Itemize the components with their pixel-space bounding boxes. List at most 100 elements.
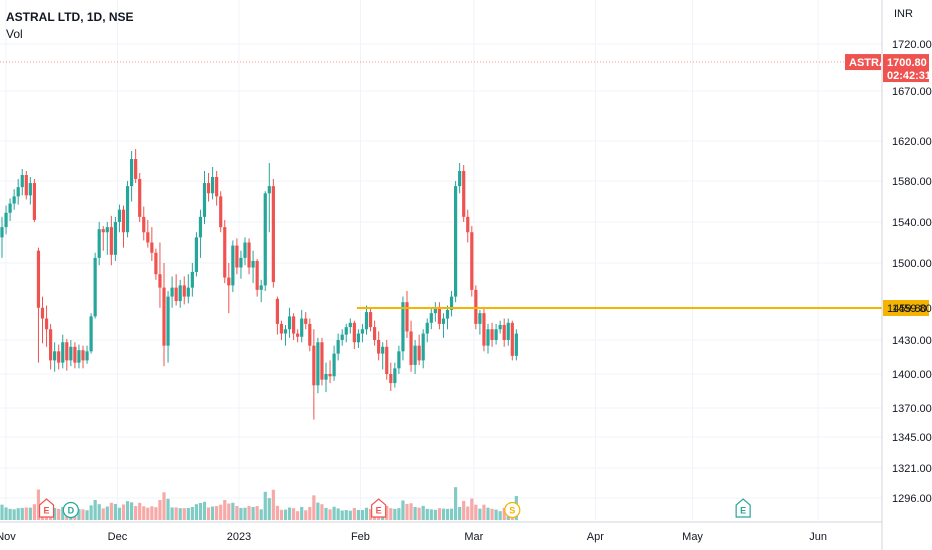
volume-bar <box>142 506 146 520</box>
volume-legend-label[interactable]: Vol <box>6 27 23 41</box>
candle-body <box>478 313 482 324</box>
volume-bar <box>421 505 425 520</box>
candle-body <box>206 183 211 194</box>
volume-bar <box>227 503 231 520</box>
candle-body <box>138 179 142 217</box>
symbol-title[interactable]: ASTRAL LTD, 1D, NSE <box>6 10 134 24</box>
candle-body <box>89 316 93 352</box>
earnings-event-marker[interactable]: E <box>371 498 387 518</box>
candle-body <box>506 322 510 340</box>
volume-bar <box>336 508 340 520</box>
candle-body <box>24 175 28 196</box>
y-tick-label: 1321.00 <box>892 463 932 475</box>
candle-body <box>223 227 227 278</box>
volume-series <box>0 487 518 520</box>
candle-body <box>154 252 158 275</box>
x-tick-label: 2023 <box>227 531 251 543</box>
volume-bar <box>130 502 134 520</box>
candle-body <box>275 298 279 324</box>
candle-body <box>263 193 267 286</box>
volume-bar <box>344 510 348 520</box>
volume-bar <box>263 491 267 520</box>
volume-bar <box>28 507 32 520</box>
volume-bar <box>4 507 8 520</box>
dividend-badge-shape <box>62 501 79 519</box>
volume-bar <box>433 509 437 520</box>
volume-bar <box>340 510 344 520</box>
candle-body <box>292 316 296 334</box>
candle-body <box>255 260 259 290</box>
y-tick-label: 1670.00 <box>892 86 932 98</box>
candle-body <box>198 216 203 238</box>
volume-bar <box>308 507 312 520</box>
candle-body <box>279 323 284 334</box>
volume-bar <box>235 506 239 520</box>
volume-bar <box>401 500 405 520</box>
earnings-event-marker[interactable]: E <box>735 498 751 518</box>
last-price-label: 1700.80 <box>887 57 927 69</box>
volume-bar <box>206 507 211 520</box>
volume-bar <box>231 502 235 520</box>
volume-bar <box>247 506 251 520</box>
volume-bar <box>24 507 28 520</box>
volume-bar <box>466 506 470 520</box>
candle-body <box>134 159 138 179</box>
candlestick-series <box>0 149 518 420</box>
candle-body <box>502 324 506 340</box>
candle-body <box>113 222 117 255</box>
earnings-event-marker[interactable]: E <box>38 498 55 518</box>
volume-bar <box>194 504 198 520</box>
volume-bar <box>174 507 178 520</box>
volume-bar <box>138 502 142 520</box>
volume-bar <box>324 507 328 520</box>
volume-bar <box>409 503 413 520</box>
candle-body <box>69 346 73 361</box>
volume-bar <box>186 507 190 520</box>
candle-body <box>429 313 433 323</box>
dividend-event-marker[interactable]: D <box>62 501 79 519</box>
candle-body <box>231 245 235 286</box>
candle-body <box>85 351 89 361</box>
volume-bar <box>134 506 138 520</box>
volume-bar <box>243 507 247 520</box>
volume-bar <box>454 487 458 520</box>
volume-bar <box>170 507 174 520</box>
volume-bar <box>385 505 389 520</box>
split-event-marker[interactable]: S <box>504 501 521 519</box>
candle-body <box>251 260 255 268</box>
candle-body <box>174 287 178 302</box>
volume-bar <box>417 507 421 520</box>
volume-bar <box>304 510 308 520</box>
candle-body <box>356 333 360 343</box>
event-marker-label: D <box>68 506 75 516</box>
candle-body <box>28 183 32 196</box>
volume-bar <box>125 501 130 520</box>
x-tick-label: May <box>682 531 703 543</box>
x-tick-label: Feb <box>351 531 370 543</box>
candle-body <box>158 274 162 288</box>
volume-bar <box>211 506 215 520</box>
candle-body <box>142 216 146 233</box>
volume-bar <box>166 498 170 520</box>
candle-body <box>20 175 24 188</box>
candle-body <box>77 350 81 363</box>
candle-body <box>368 312 373 328</box>
volume-bar <box>279 509 284 520</box>
volume-bar <box>219 504 223 520</box>
candle-body <box>178 285 182 302</box>
candle-body <box>304 318 308 324</box>
volume-bar <box>296 511 300 520</box>
volume-bar <box>292 508 296 520</box>
volume-bar <box>93 500 97 520</box>
volume-bar <box>498 511 502 520</box>
y-tick-label: 1580.00 <box>892 176 932 188</box>
volume-bar <box>255 506 259 520</box>
volume-bar <box>364 507 369 520</box>
support-price-tag <box>883 300 929 316</box>
candle-body <box>433 307 437 314</box>
y-tick-label: 1345.00 <box>892 432 932 444</box>
volume-bar <box>202 501 207 520</box>
candle-body <box>243 242 247 258</box>
